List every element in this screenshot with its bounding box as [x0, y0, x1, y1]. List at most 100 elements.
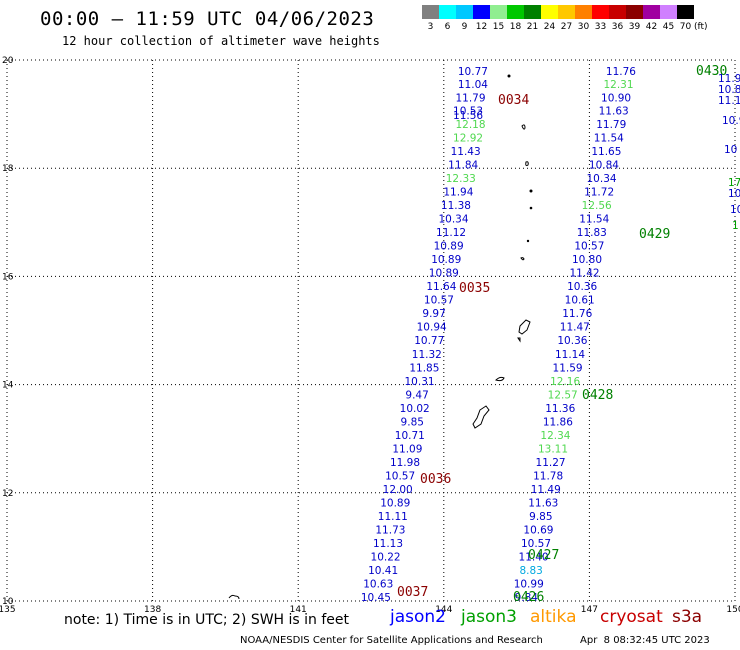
wave-height-value: 11.64 — [426, 281, 456, 293]
wave-height-value: 10.31 — [405, 376, 435, 388]
lon-tick-label: 135 — [0, 605, 16, 615]
wave-height-value: 10.84 — [589, 159, 619, 171]
wave-height-value: 10.71 — [395, 430, 425, 442]
island-asuncion — [525, 161, 529, 167]
island-guam — [472, 405, 490, 429]
legend-label: 39 — [628, 22, 641, 32]
wave-height-value: 10.57 — [385, 470, 415, 482]
edge-value: 10 — [728, 188, 740, 200]
wave-height-value: 12.34 — [540, 430, 570, 442]
legend-labels: 3 6 9 12 15 18 21 24 27 30 33 36 39 42 45 70 (ft) — [422, 22, 708, 32]
legend-label: 36 — [611, 22, 624, 32]
legend-swatch — [592, 5, 609, 19]
legend-label: 30 — [577, 22, 590, 32]
time-mark: 0034 — [498, 93, 529, 108]
legend-swatches — [422, 5, 708, 19]
footer-note: note: 1) Time is in UTC; 2) SWH is in fe… — [64, 612, 350, 628]
satellite-s3a: s3a — [672, 607, 703, 627]
island-maug — [521, 124, 526, 130]
wave-height-value: 12.92 — [453, 132, 483, 144]
legend-label: 27 — [560, 22, 573, 32]
wave-height-value: 12.56 — [582, 200, 612, 212]
satellite-jason2: jason2 — [390, 607, 446, 627]
wave-height-value: 10.36 — [567, 281, 597, 293]
wave-height-value: 10.89 — [380, 498, 410, 510]
page-subtitle: 12 hour collection of altimeter wave hei… — [62, 34, 380, 48]
wave-height-value: 10.53 — [453, 105, 483, 117]
legend-swatch — [456, 5, 473, 19]
wave-height-value: 10.57 — [424, 295, 454, 307]
track-2: 11.7612.3110.9011.6311.7911.5411.6510.84… — [514, 66, 637, 604]
wave-height-value: 10.63 — [363, 579, 393, 591]
wave-height-value: 12.31 — [603, 79, 633, 91]
lat-tick-label: 12 — [2, 489, 13, 499]
wave-height-value: 11.49 — [531, 484, 561, 496]
legend-label: 21 — [526, 22, 539, 32]
wave-height-value: 11.42 — [570, 268, 600, 280]
wave-height-value: 10.94 — [417, 322, 447, 334]
wave-height-value: 10.89 — [434, 241, 464, 253]
lon-tick-label: 144 — [435, 605, 452, 615]
island-outlines — [228, 74, 533, 600]
edge-value: 10 — [730, 204, 740, 216]
time-mark: 0037 — [397, 585, 428, 600]
wave-height-value: 11.04 — [458, 79, 488, 91]
wave-height-value: 9.47 — [405, 389, 428, 401]
island-rota — [495, 376, 505, 382]
legend-swatch — [422, 5, 439, 19]
wave-height-value: 11.79 — [596, 119, 626, 131]
edge-value: 17 — [728, 177, 740, 189]
wave-height-value: 12.57 — [548, 389, 578, 401]
wave-height-value: 9.84 — [515, 592, 539, 604]
wave-height-value: 11.54 — [579, 214, 609, 226]
lat-tick-label: 16 — [2, 272, 14, 282]
wave-height-value: 10.80 — [572, 254, 602, 266]
lat-tick-label: 10 — [2, 597, 14, 607]
legend-label: 24 — [543, 22, 556, 32]
edge-value: 10.9 — [722, 115, 740, 127]
edge-value: 10 — [724, 144, 737, 156]
wave-height-value: 11.85 — [409, 362, 439, 374]
legend-swatch — [575, 5, 592, 19]
legend-swatch — [490, 5, 507, 19]
legend-swatch — [609, 5, 626, 19]
wave-height-value: 10.45 — [361, 592, 391, 604]
wave-height-value: 11.11 — [378, 511, 408, 523]
time-mark: 0428 — [582, 388, 613, 403]
wave-height-value: 11.36 — [545, 403, 575, 415]
wave-height-value: 11.83 — [577, 227, 607, 239]
lat-tick-label: 14 — [2, 381, 14, 391]
wave-height-value: 11.98 — [390, 457, 420, 469]
wave-height-value: 11.86 — [543, 416, 573, 428]
wave-height-value: 9.97 — [422, 308, 445, 320]
legend-swatch — [643, 5, 660, 19]
wave-height-value: 11.78 — [533, 470, 563, 482]
wave-height-value: 10.22 — [371, 552, 401, 564]
time-mark: 0427 — [528, 548, 559, 563]
legend-label: 6 — [444, 22, 451, 32]
wave-height-value: 11.32 — [412, 349, 442, 361]
wave-height-value: 11.73 — [375, 525, 405, 537]
edge-value: 11.9 — [718, 73, 740, 85]
time-mark: 0429 — [639, 227, 670, 242]
generation-timestamp: Apr 8 08:32:45 UTC 2023 — [580, 635, 710, 646]
legend-swatch — [660, 5, 677, 19]
time-mark: 0426 — [513, 590, 544, 605]
wave-height-value: 11.59 — [553, 362, 583, 374]
wave-height-value: 11.40 — [519, 552, 549, 564]
wave-height-value: 8.83 — [519, 565, 542, 577]
wave-height-value: 10.69 — [523, 525, 553, 537]
legend-swatch — [558, 5, 575, 19]
wave-height-tracks: 10.7711.0411.7910.5311.5612.1812.9211.43… — [361, 66, 636, 604]
axis-labels: 135 138 141 144 147 150 20 18 16 14 12 10 — [0, 56, 740, 615]
wave-height-value: 11.76 — [562, 308, 592, 320]
island-guguan — [520, 257, 525, 261]
wave-height-value: 10.77 — [458, 66, 488, 78]
satellite-altika: altika — [530, 607, 577, 627]
wave-height-value: 13.11 — [538, 443, 568, 455]
island-farallon — [507, 74, 511, 78]
island-alamagan — [526, 239, 530, 243]
wave-height-value: 10.57 — [521, 538, 551, 550]
legend-swatch — [677, 5, 694, 19]
